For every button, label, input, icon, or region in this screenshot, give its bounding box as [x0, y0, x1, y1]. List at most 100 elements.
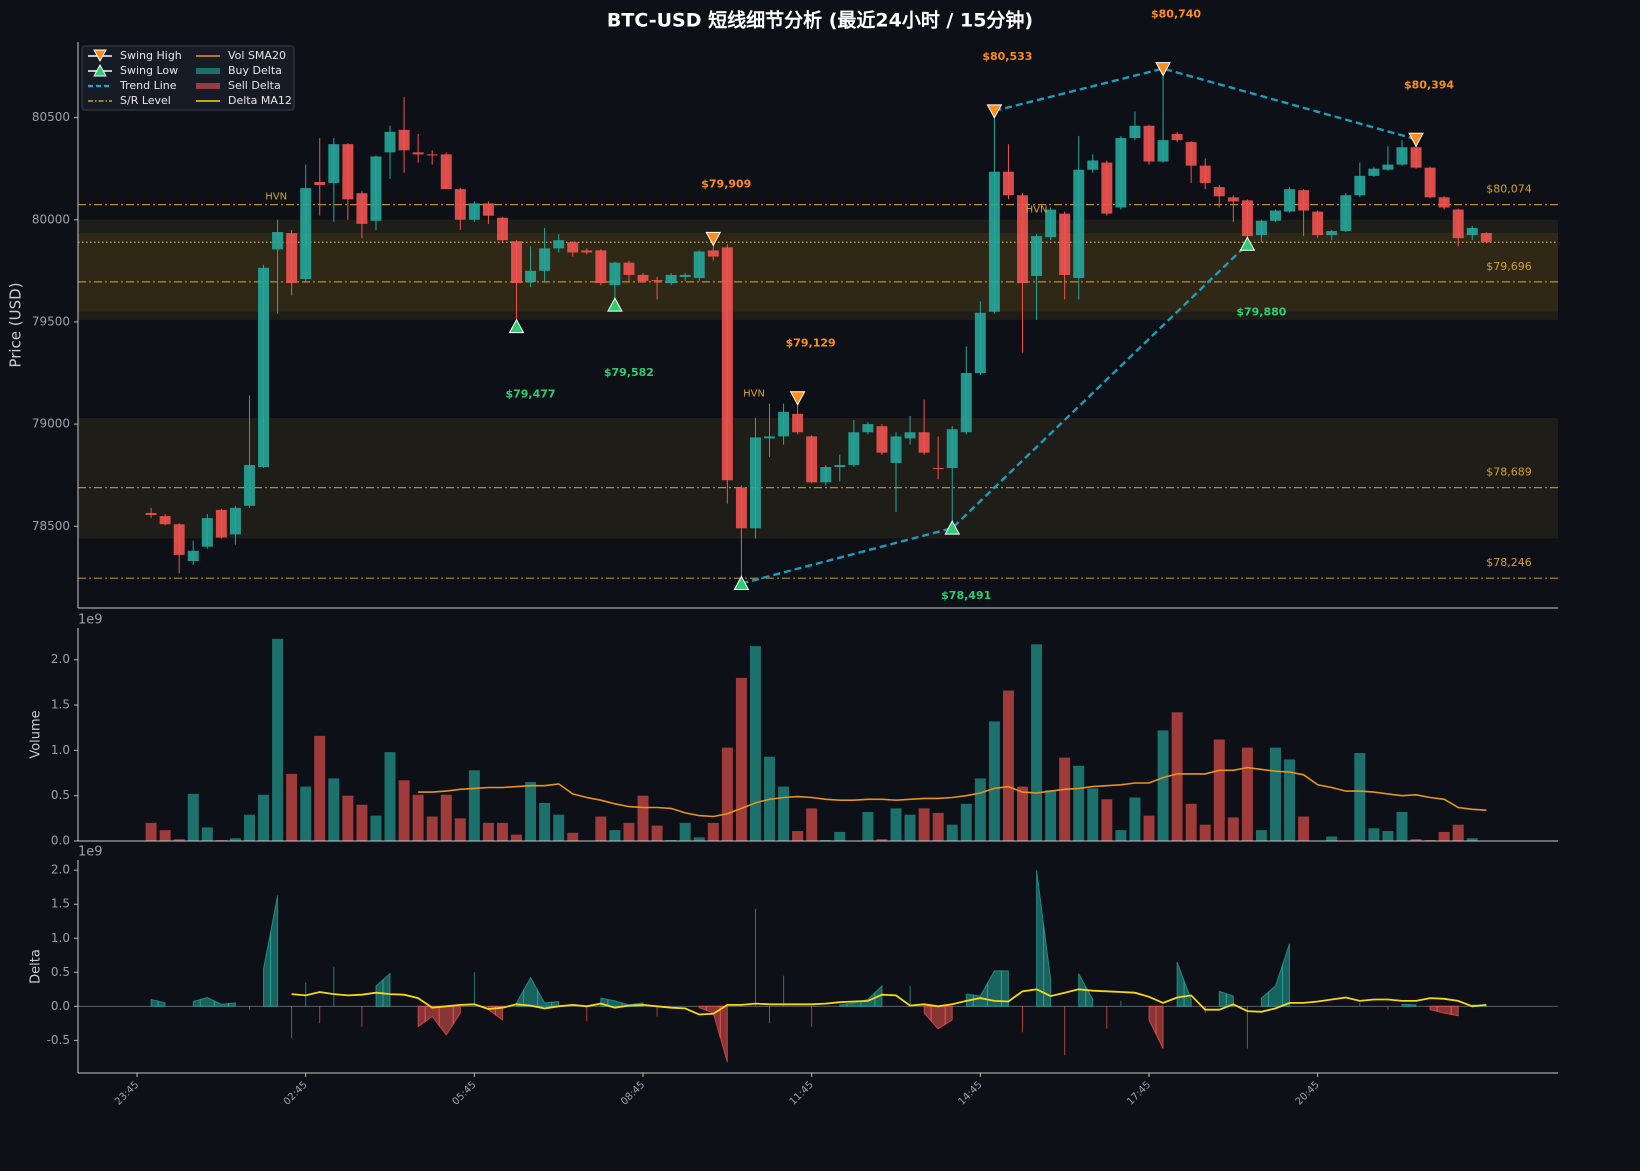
legend-label: Vol SMA20 [228, 49, 286, 62]
volume-bar [272, 638, 284, 841]
sell-delta-area [1436, 1005, 1452, 1016]
volume-bar [1199, 824, 1211, 841]
candle-body [946, 429, 958, 469]
legend-box [81, 45, 295, 111]
candle-body [1368, 168, 1380, 176]
volume-bar [412, 794, 424, 841]
sell-delta-area [494, 1005, 503, 1021]
y-tick-label: 0.0 [51, 834, 70, 848]
volume-bar [1157, 730, 1169, 841]
candle-body [904, 432, 916, 439]
volume-bar [623, 822, 635, 841]
volume-bar [637, 795, 649, 841]
candle-body [567, 242, 579, 253]
candle-body [1424, 167, 1436, 198]
y-tick-label: 0.5 [51, 965, 70, 979]
zone [78, 219, 1558, 320]
candle-body [764, 436, 775, 439]
volume-bar [145, 822, 157, 841]
candle-body [1157, 140, 1169, 162]
buy-delta-area [1183, 980, 1192, 1007]
candle-body [1466, 227, 1478, 236]
volume-bar [1031, 644, 1043, 841]
buy-delta-area [227, 1002, 236, 1007]
volume-bar [932, 812, 944, 841]
y-tick-label: 80000 [32, 212, 70, 226]
volume-bar [286, 773, 298, 841]
candle-body [1270, 210, 1281, 221]
candle-body [342, 144, 354, 200]
candle-body [960, 373, 972, 433]
sr-level-label: $78,246 [1486, 556, 1532, 569]
volume-bar [1171, 712, 1183, 841]
volume-bar [511, 834, 522, 841]
candle-body [356, 193, 368, 224]
volume-bar [567, 832, 579, 841]
buy-delta-area [382, 972, 391, 1007]
volume-bar [1129, 797, 1141, 841]
swing-high-label: $80,740 [1151, 8, 1201, 21]
volume-bar [1270, 747, 1281, 841]
volume-bar [1452, 824, 1464, 841]
buy-delta-area [1043, 924, 1052, 1007]
y-tick-label: 1.5 [51, 698, 70, 712]
volume-bar [1382, 831, 1394, 841]
candle-body [1045, 209, 1057, 238]
candle-body [974, 312, 986, 374]
candle-body [932, 468, 944, 470]
swing-low-marker [1239, 236, 1256, 251]
buy-delta-area [199, 996, 215, 1007]
volume-bar [904, 814, 916, 841]
volume-bar [258, 794, 270, 841]
legend-label: Buy Delta [228, 64, 282, 77]
candle-body [145, 512, 157, 516]
candle-body [1143, 125, 1155, 162]
candle-body [806, 436, 818, 483]
swing-high-marker [986, 104, 1003, 119]
y-tick-label: 1.5 [51, 897, 70, 911]
volume-bar [1087, 788, 1099, 841]
candle-body [876, 426, 888, 453]
hvn-label: HVN [265, 191, 287, 202]
candle-body [1185, 142, 1197, 166]
candle-body [1115, 138, 1127, 208]
buy-delta-area [1225, 993, 1234, 1007]
y-tick-label: 78500 [32, 519, 70, 533]
sell-delta-area [944, 1005, 953, 1026]
y-tick-label: 0.0 [51, 999, 70, 1013]
legend-marker [93, 49, 107, 63]
volume-bar [482, 822, 494, 841]
volume-bar [1410, 839, 1422, 841]
candle-body [1213, 187, 1225, 197]
candle-body [890, 436, 902, 463]
candle-body [539, 248, 551, 271]
candle-body [1480, 233, 1492, 243]
candle-body [1340, 195, 1352, 232]
candle-body [1171, 133, 1183, 141]
sr-level-label: $80,074 [1486, 183, 1532, 196]
volume-bar [960, 803, 972, 841]
volume-bar [890, 808, 902, 841]
candle-body [1017, 195, 1028, 284]
volume-bar [1326, 836, 1338, 841]
volume-bar [946, 824, 958, 841]
volume-bar [749, 646, 761, 841]
volume-bar [1017, 786, 1028, 841]
candle-body [778, 411, 790, 437]
candle-body [623, 262, 635, 275]
volume-bar [918, 808, 930, 841]
candle-body [848, 432, 860, 465]
volume-bar [173, 839, 185, 841]
candle-body [272, 232, 284, 250]
trend-line [741, 243, 1249, 585]
volume-bar [1101, 799, 1113, 841]
candle-body [496, 217, 508, 241]
candle-body [1199, 165, 1211, 183]
axis-offset-label: 1e9 [78, 845, 103, 860]
candle-body [581, 250, 593, 253]
zone [78, 417, 1558, 539]
volume-bar [539, 802, 551, 841]
candle-body [792, 413, 804, 433]
